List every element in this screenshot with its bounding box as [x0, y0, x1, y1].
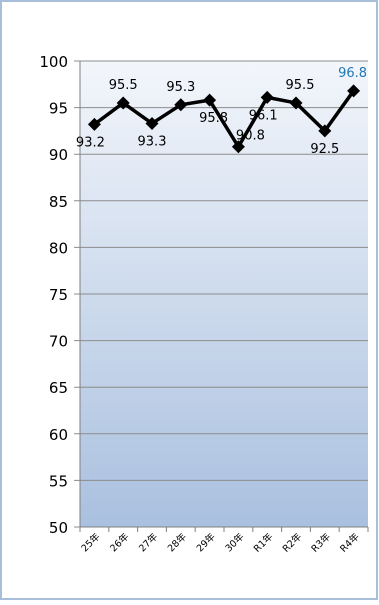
data-label: 96.8 [338, 66, 367, 81]
data-point-marker [145, 116, 159, 130]
data-point-marker [116, 96, 130, 110]
data-point-marker [260, 90, 274, 104]
data-label: 92.5 [310, 142, 339, 157]
y-tick-label: 55 [49, 472, 68, 490]
data-point-marker [289, 96, 303, 110]
data-label: 95.3 [166, 80, 195, 95]
data-label: 95.5 [286, 78, 315, 93]
data-label: 96.1 [249, 108, 278, 123]
y-tick-label: 70 [49, 333, 68, 351]
y-tick-label: 90 [49, 146, 68, 164]
y-tick-label: 80 [49, 239, 68, 257]
data-label: 90.8 [236, 129, 265, 144]
y-axis: 50 55 60 65 70 75 80 85 90 95 100 [39, 53, 81, 537]
y-tick-label: 75 [49, 286, 68, 304]
data-point-marker [87, 117, 101, 131]
data-label: 95.5 [109, 78, 138, 93]
y-tick-label: 100 [39, 53, 68, 71]
data-labels: 93.2 95.5 93.3 95.3 95.8 90.8 96.1 95.5 92.5 96.8 [76, 66, 367, 157]
data-point-marker [318, 124, 332, 138]
data-series [87, 84, 361, 154]
y-tick-label: 85 [49, 193, 68, 211]
data-point-marker [231, 140, 245, 154]
y-tick-label: 95 [49, 100, 68, 118]
y-tick-label: 65 [49, 379, 68, 397]
data-point-marker [203, 93, 217, 107]
data-label: 93.2 [76, 135, 105, 150]
data-label: 93.3 [138, 134, 167, 149]
data-label: 95.8 [199, 111, 228, 126]
series-line [93, 89, 356, 149]
data-point-marker [347, 84, 361, 98]
y-tick-label: 50 [49, 519, 68, 537]
y-tick-label: 60 [49, 426, 68, 444]
data-point-marker [174, 98, 188, 112]
